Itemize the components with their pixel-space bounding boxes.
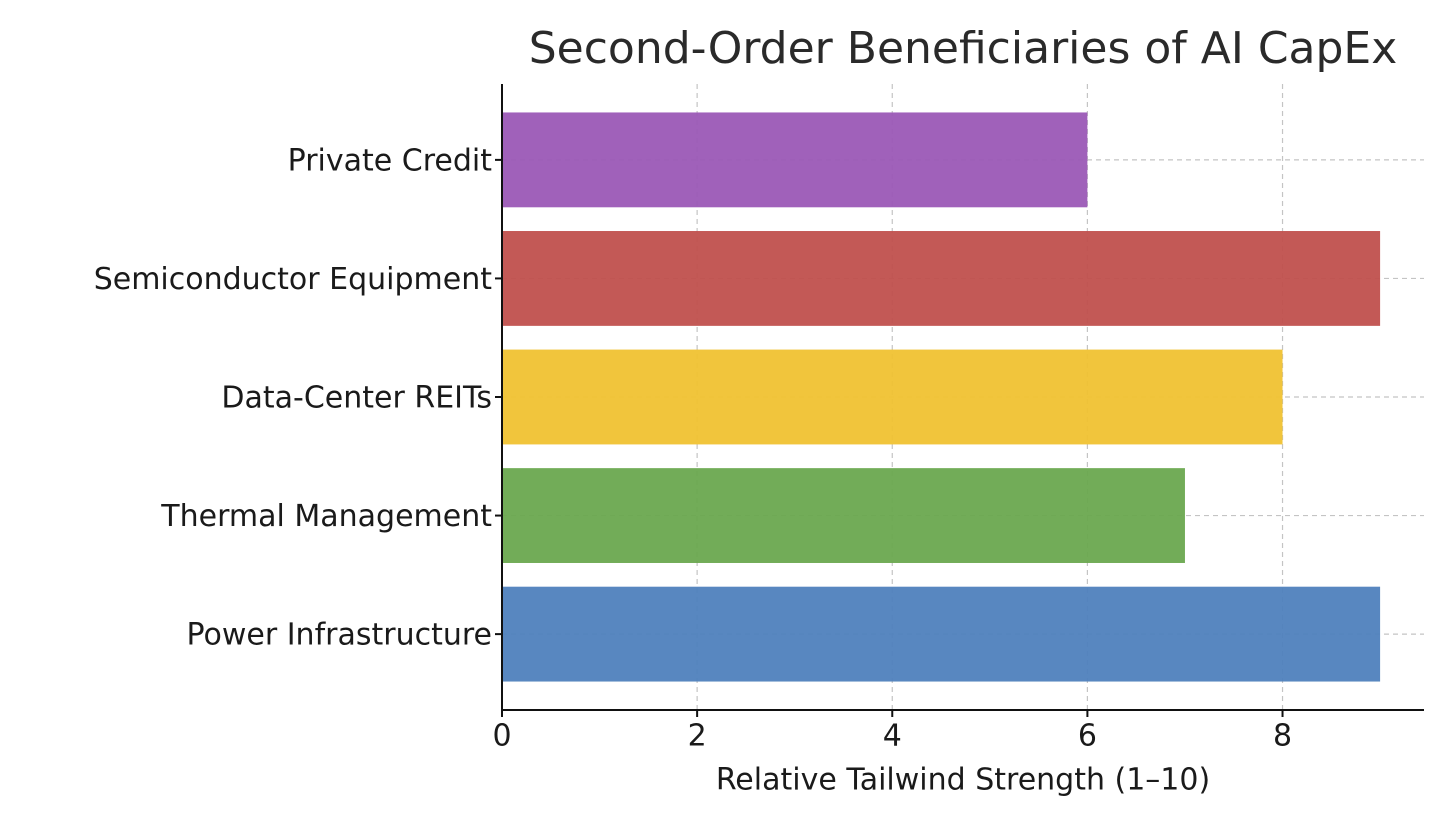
x-tick-label: 4 [883, 719, 902, 754]
bar [502, 586, 1381, 682]
bar [502, 112, 1088, 208]
x-tick-label: 6 [1078, 719, 1097, 754]
y-tick-label: Data-Center REITs [221, 381, 492, 416]
x-tick-label: 0 [492, 719, 511, 754]
y-tick-label: Power Infrastructure [186, 618, 492, 653]
x-tick-label: 2 [688, 719, 707, 754]
bar [502, 468, 1185, 563]
y-tick-label: Semiconductor Equipment [94, 262, 493, 297]
y-tick-label: Thermal Management [160, 499, 492, 534]
x-axis-label: Relative Tailwind Strength (1–10) [716, 763, 1210, 798]
y-tick-label: Private Credit [288, 143, 493, 178]
bar [502, 231, 1381, 326]
chart-title: Second-Order Beneficiaries of AI CapEx [529, 23, 1398, 74]
bar [502, 349, 1283, 445]
x-tick-label: 8 [1273, 719, 1292, 754]
